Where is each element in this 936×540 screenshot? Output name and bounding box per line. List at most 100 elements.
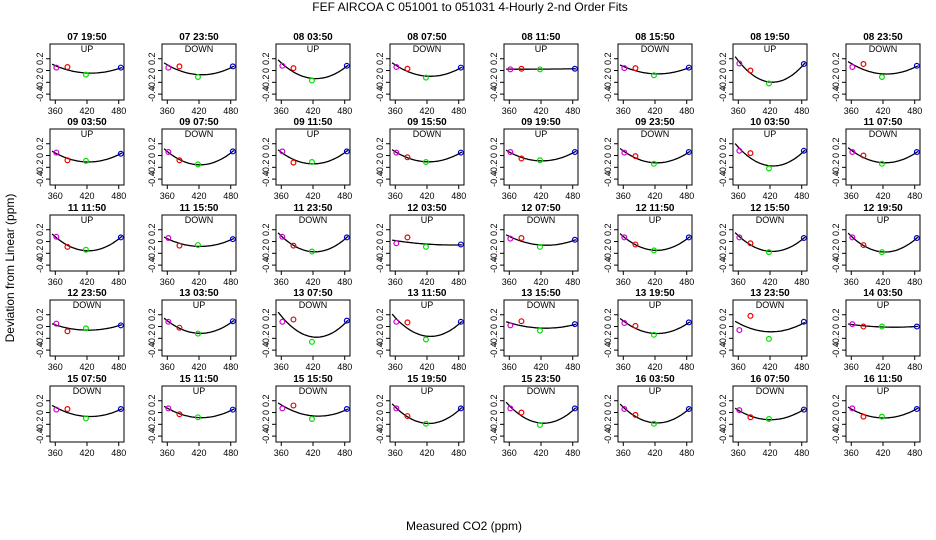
x-tick-label: 420 — [305, 277, 320, 287]
data-point — [229, 406, 236, 413]
y-tick-label: 0.2 — [603, 52, 613, 65]
data-point — [913, 234, 920, 241]
panel-title: 13 15:50 — [521, 288, 561, 299]
data-point — [229, 63, 236, 70]
x-tick-label: 480 — [907, 277, 922, 287]
x-tick-label: 360 — [616, 448, 631, 458]
fit-curve — [163, 148, 235, 166]
fit-curve — [847, 406, 919, 419]
y-tick-label: -0.2 — [603, 417, 613, 433]
data-point — [518, 234, 525, 241]
x-tick-label: 420 — [419, 277, 434, 287]
data-point — [507, 66, 514, 73]
y-tick-label: 0.2 — [489, 308, 499, 321]
y-tick-label: 0.2 — [147, 52, 157, 65]
x-tick-label: 360 — [274, 277, 289, 287]
x-tick-label: 480 — [565, 277, 580, 287]
x-tick-label: 480 — [223, 362, 238, 372]
data-point — [878, 249, 885, 256]
y-tick-label: 0.2 — [261, 223, 271, 236]
panel-title: 12 19:50 — [863, 203, 903, 214]
x-tick-label: 480 — [679, 106, 694, 116]
y-tick-label: -0.4 — [489, 86, 499, 102]
panel-direction: DOWN — [527, 215, 556, 225]
data-point — [913, 405, 920, 412]
data-point — [53, 233, 60, 240]
data-point — [765, 335, 772, 342]
fit-curve — [163, 317, 235, 334]
y-tick-label: -0.2 — [375, 160, 385, 176]
y-tick-label: 0.2 — [375, 52, 385, 65]
y-tick-label: 0 — [375, 68, 385, 73]
figure-title: FEF AIRCOA C 051001 to 051031 4-Hourly 2… — [312, 0, 627, 14]
fit-curve — [277, 232, 349, 253]
data-point — [290, 316, 297, 323]
y-tick-label: 0 — [261, 68, 271, 73]
data-point — [536, 66, 543, 73]
y-tick-label: -0.4 — [261, 428, 271, 444]
fit-curve — [51, 63, 123, 74]
y-tick-label: 0.2 — [831, 52, 841, 65]
data-point — [849, 321, 856, 328]
y-tick-label: -0.2 — [261, 417, 271, 433]
data-point — [404, 65, 411, 72]
x-tick-label: 480 — [111, 448, 126, 458]
y-tick-label: 0.2 — [261, 137, 271, 150]
y-tick-label: -0.2 — [261, 246, 271, 262]
y-tick-label: -0.4 — [261, 257, 271, 273]
y-tick-label: -0.4 — [489, 171, 499, 187]
data-point — [82, 71, 89, 78]
data-point — [422, 159, 429, 166]
y-tick-label: -0.4 — [603, 171, 613, 187]
x-tick-label: 480 — [907, 448, 922, 458]
y-tick-label: -0.4 — [375, 171, 385, 187]
x-tick-label: 360 — [274, 106, 289, 116]
data-point — [518, 65, 525, 72]
x-tick-label: 360 — [731, 277, 746, 287]
x-tick-label: 360 — [160, 277, 175, 287]
data-point — [393, 63, 400, 70]
y-tick-label: 0.2 — [603, 394, 613, 407]
panel-title: 11 23:50 — [294, 203, 333, 214]
x-tick-label: 480 — [565, 191, 580, 201]
fit-curve — [277, 402, 349, 417]
fit-curve — [619, 403, 691, 424]
panel-title: 08 23:50 — [863, 32, 903, 43]
panel-direction: UP — [877, 386, 890, 396]
panel-direction: UP — [649, 386, 662, 396]
data-point — [82, 325, 89, 332]
data-point — [747, 414, 754, 421]
x-tick-label: 360 — [388, 448, 403, 458]
x-tick-label: 480 — [679, 448, 694, 458]
y-tick-label: 0.2 — [489, 137, 499, 150]
x-tick-label: 480 — [337, 191, 352, 201]
data-point — [621, 405, 628, 412]
y-tick-label: -0.4 — [261, 86, 271, 102]
x-tick-label: 480 — [451, 362, 466, 372]
y-tick-label: -0.2 — [35, 331, 45, 347]
data-point — [343, 148, 350, 155]
data-point — [82, 157, 89, 164]
x-tick-label: 420 — [305, 448, 320, 458]
panel-direction: DOWN — [299, 386, 328, 396]
x-tick-label: 360 — [502, 277, 517, 287]
data-point — [507, 148, 514, 155]
y-tick-label: -0.4 — [261, 171, 271, 187]
fit-curve — [505, 321, 577, 329]
data-point — [279, 62, 286, 69]
fit-curve — [505, 234, 577, 246]
fit-curve — [51, 233, 123, 252]
x-tick-label: 480 — [223, 191, 238, 201]
data-point — [404, 154, 411, 161]
y-tick-label: -0.4 — [489, 257, 499, 273]
panel-direction: UP — [421, 215, 434, 225]
data-point — [650, 247, 657, 254]
y-tick-label: -0.2 — [35, 75, 45, 91]
y-tick-label: 0.2 — [603, 308, 613, 321]
data-point — [64, 328, 71, 335]
data-point — [507, 405, 514, 412]
y-tick-label: 0.2 — [831, 223, 841, 236]
x-tick-label: 420 — [762, 448, 777, 458]
